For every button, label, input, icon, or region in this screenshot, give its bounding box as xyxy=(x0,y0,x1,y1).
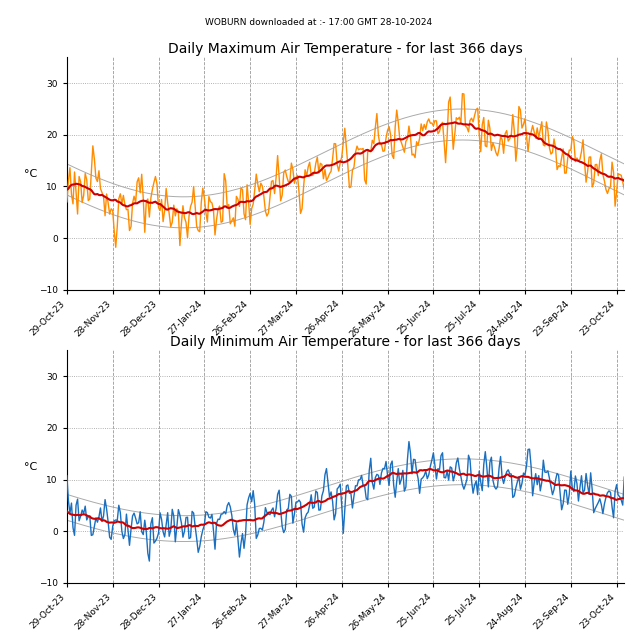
Text: WOBURN downloaded at :- 17:00 GMT 28-10-2024: WOBURN downloaded at :- 17:00 GMT 28-10-… xyxy=(205,18,432,27)
Y-axis label: °C: °C xyxy=(24,169,37,178)
Title: Daily Maximum Air Temperature - for last 366 days: Daily Maximum Air Temperature - for last… xyxy=(168,42,523,56)
Y-axis label: °C: °C xyxy=(24,462,37,471)
Title: Daily Minimum Air Temperature - for last 366 days: Daily Minimum Air Temperature - for last… xyxy=(170,335,521,349)
